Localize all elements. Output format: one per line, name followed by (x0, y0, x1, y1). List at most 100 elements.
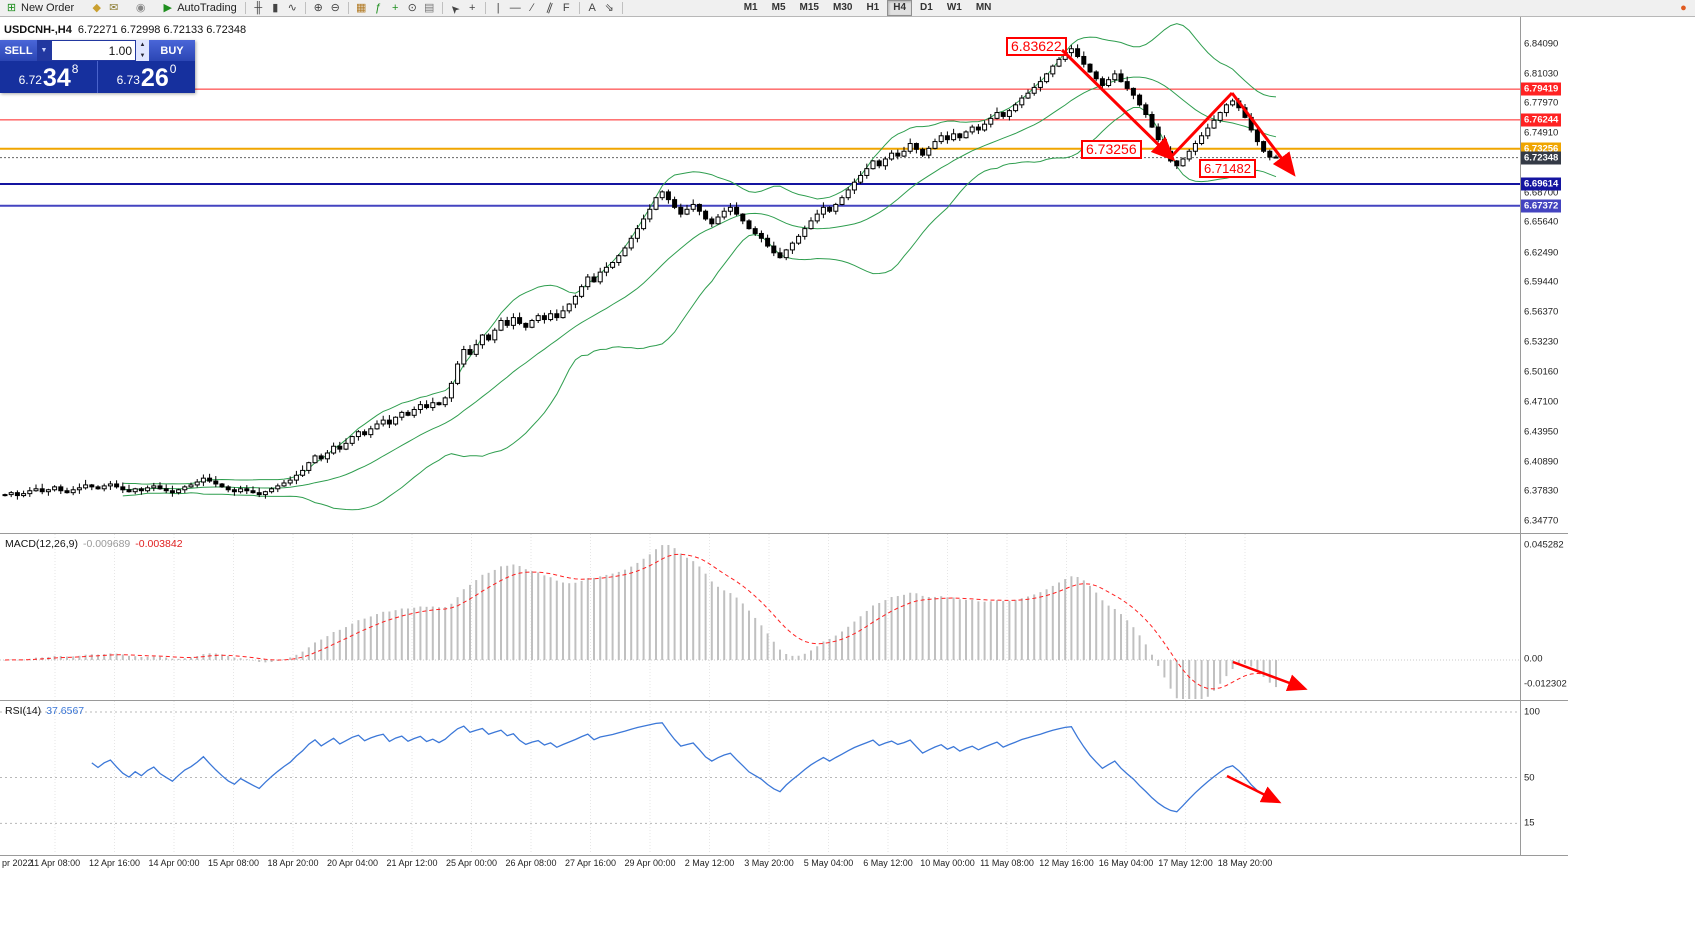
time-axis-label: 18 May 20:00 (1217, 858, 1273, 868)
macd-main-value: -0.009689 (82, 538, 131, 550)
price-scale-label: 6.40890 (1524, 456, 1559, 468)
sell-price-small: 6.72 (18, 73, 42, 87)
zoom-in-icon[interactable]: ⊕ (313, 1, 323, 14)
price-level-badge: 6.79419 (1521, 82, 1562, 96)
bars-chart-icon[interactable]: ╫ (254, 1, 263, 14)
candlestick-chart-icon[interactable]: ▮ (272, 1, 279, 14)
new-order-label: New Order (21, 2, 75, 14)
volume-input[interactable]: 1.00 (51, 40, 136, 61)
time-axis-label: 14 Apr 00:00 (148, 858, 200, 868)
toolbar-separator (441, 2, 443, 14)
text-tool-icon[interactable]: A (588, 1, 596, 14)
rsi-indicator-canvas[interactable] (0, 701, 1520, 854)
price-axis-line (1520, 17, 1521, 855)
time-axis-label: 12 May 16:00 (1039, 858, 1094, 868)
buy-price-button[interactable]: 6.73 26 0 (98, 61, 195, 93)
time-axis-label: 25 Apr 00:00 (445, 858, 498, 868)
time-axis-label: 26 Apr 08:00 (505, 858, 557, 868)
info-icon[interactable]: ◉ (135, 1, 146, 14)
horizontal-line-icon[interactable]: — (509, 1, 521, 14)
annotation-price-box[interactable]: 6.83622 (1006, 37, 1067, 56)
ohlc-readout: 6.72271 6.72998 6.72133 6.72348 (77, 24, 247, 36)
one-click-trade-panel: SELL ▼ 1.00 ▲ ▼ BUY 6.72 34 8 6.73 26 0 (0, 40, 195, 93)
symbol-period-label: USDCNH-,H4 (4, 24, 72, 36)
toolbar-right: ● (1675, 1, 1692, 16)
tf-button-m15[interactable]: M15 (799, 2, 819, 13)
annotation-price-box[interactable]: 6.73256 (1081, 140, 1142, 159)
time-axis-label: 10 May 00:00 (920, 858, 975, 868)
tf-button-m30[interactable]: M30 (832, 2, 853, 13)
rsi-scale-label: 100 (1524, 706, 1540, 718)
time-axis-label: 6 May 12:00 (863, 858, 913, 868)
tf-button-w1[interactable]: W1 (946, 2, 962, 13)
mail-icon[interactable]: ✉ (109, 1, 119, 14)
charts-icon[interactable]: ◆ (92, 1, 101, 14)
crosshair-icon[interactable]: + (469, 1, 476, 14)
autotrading-icon[interactable]: ▶ (163, 1, 172, 14)
macd-name: MACD(12,26,9) (5, 538, 78, 550)
periods-icon[interactable]: ⊙ (407, 1, 417, 14)
tf-button-mn[interactable]: MN (975, 2, 992, 13)
time-axis-label: 21 Apr 12:00 (386, 858, 438, 868)
rsi-scale-label: 15 (1524, 817, 1535, 829)
macd-panel-separator[interactable] (0, 533, 1568, 534)
chart-title: USDCNH-,H4 6.72271 6.72998 6.72133 6.7234… (4, 24, 246, 36)
sell-price-button[interactable]: 6.72 34 8 (0, 61, 98, 93)
vertical-line-icon[interactable]: | (496, 1, 500, 14)
sell-button[interactable]: SELL (0, 40, 37, 61)
time-axis-label: pr 2022 (2, 858, 33, 868)
rsi-scale-label: 50 (1524, 772, 1535, 783)
arrow-tool-icon[interactable]: ⇘ (604, 1, 614, 14)
macd-scale-min: -0.012302 (1524, 678, 1567, 690)
tf-button-m5[interactable]: M5 (771, 2, 786, 13)
toolbar-overflow-icon[interactable]: ● (1680, 1, 1687, 14)
tf-button-h4[interactable]: H4 (887, 0, 913, 16)
trade-panel-dropdown-icon[interactable]: ▼ (37, 40, 51, 61)
time-axis-label: 3 May 20:00 (744, 858, 794, 868)
price-scale-label: 6.37830 (1524, 485, 1559, 497)
price-level-badge: 6.69614 (1521, 177, 1562, 191)
price-scale-label: 6.56370 (1524, 306, 1559, 318)
tile-windows-icon[interactable]: ▦ (356, 1, 367, 14)
fibonacci-icon[interactable]: F (562, 1, 570, 14)
rsi-value: 37.6567 (46, 705, 85, 717)
tf-button-m1[interactable]: M1 (743, 2, 758, 13)
indicators-icon[interactable]: ƒ (375, 1, 382, 14)
toolbar-separator (244, 2, 246, 14)
templates-icon[interactable]: ▤ (424, 1, 435, 14)
time-axis-label: 27 Apr 16:00 (564, 858, 617, 868)
price-chart-canvas[interactable] (0, 17, 1520, 533)
macd-signal-value: -0.003842 (135, 538, 183, 550)
tf-button-h1[interactable]: H1 (866, 2, 880, 13)
tf-button-d1[interactable]: D1 (920, 2, 933, 13)
buy-price-big: 26 (140, 64, 169, 92)
new-order-icon[interactable]: ⊞ (6, 1, 17, 14)
buy-button[interactable]: BUY (149, 40, 195, 61)
price-scale-label: 6.43950 (1524, 426, 1559, 438)
time-axis-label: 11 Apr 08:00 (29, 858, 81, 868)
macd-header: MACD(12,26,9) -0.009689 -0.003842 (5, 538, 183, 550)
price-scale-label: 6.59440 (1524, 276, 1559, 288)
price-level-badge: 6.76244 (1521, 113, 1562, 127)
price-scale-label: 6.77970 (1524, 97, 1559, 109)
macd-indicator-canvas[interactable] (0, 534, 1520, 699)
macd-scale-max: 0.045282 (1524, 539, 1564, 551)
volume-down-icon[interactable]: ▼ (139, 52, 146, 59)
annotation-price-box[interactable]: 6.71482 (1199, 159, 1256, 178)
line-chart-icon[interactable]: ∿ (287, 1, 297, 14)
toolbar-separator (347, 2, 349, 14)
zoom-out-icon[interactable]: ⊖ (330, 1, 340, 14)
volume-stepper[interactable]: ▲ ▼ (136, 40, 149, 61)
time-axis-label: 18 Apr 20:00 (267, 858, 319, 868)
channel-icon[interactable]: ∥ (544, 0, 555, 15)
rsi-panel-separator[interactable] (0, 700, 1568, 701)
volume-up-icon[interactable]: ▲ (139, 42, 146, 49)
price-scale-label: 6.81030 (1524, 68, 1559, 80)
time-axis-label: 17 May 12:00 (1158, 858, 1213, 868)
trendline-icon[interactable]: ∕ (531, 1, 534, 14)
price-scale-label: 6.74910 (1524, 127, 1559, 139)
price-scale-label: 6.50160 (1524, 366, 1559, 378)
add-indicator-icon[interactable]: + (392, 1, 399, 14)
time-axis-label: 11 May 08:00 (980, 858, 1034, 868)
